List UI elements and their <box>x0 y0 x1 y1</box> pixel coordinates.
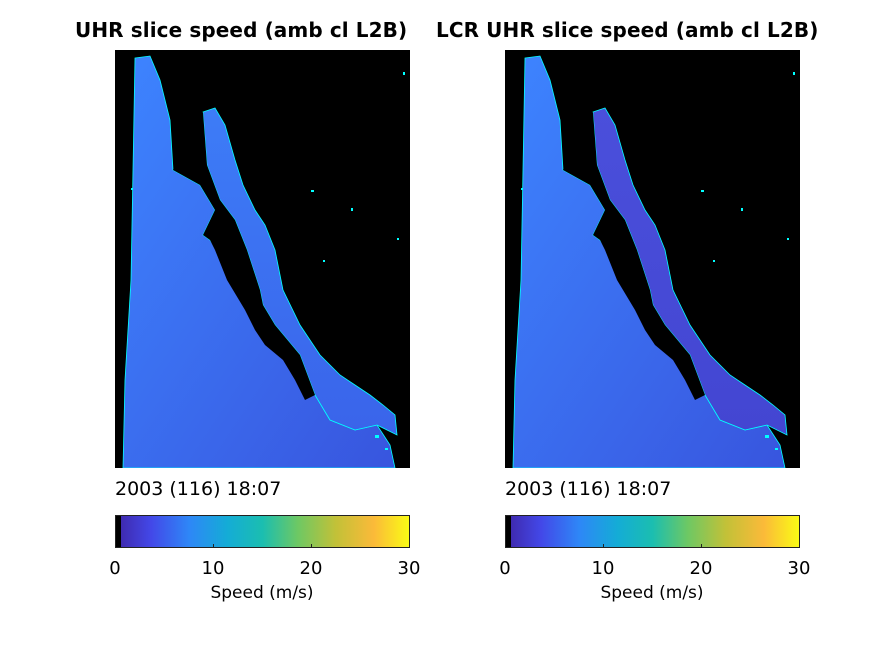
panel-right-timestamp: 2003 (116) 18:07 <box>505 478 672 500</box>
baja-peninsula-land <box>173 112 315 400</box>
colorbar-left-tick-30: 30 <box>397 558 421 579</box>
colorbar-left-gradient <box>116 516 409 547</box>
panel-left-title: UHR slice speed (amb cl L2B) <box>75 18 408 42</box>
panel-right-colorbar <box>505 515 800 548</box>
speed-map-left <box>122 55 405 468</box>
panel-right-title: LCR UHR slice speed (amb cl L2B) <box>436 18 819 42</box>
gulf-speed-field <box>202 107 398 436</box>
baja-peninsula-land <box>563 112 705 400</box>
colorbar-right-tick-30: 30 <box>787 558 811 579</box>
colorbar-right-label: Speed (m/s) <box>600 583 704 603</box>
colorbar-right-tick-20: 20 <box>689 558 713 579</box>
colorbar-left-tick-20: 20 <box>299 558 323 579</box>
panel-left-timestamp: 2003 (116) 18:07 <box>115 478 282 500</box>
speed-map-right <box>512 55 795 468</box>
panel-left-speed-map <box>115 50 410 468</box>
colorbar-right-tick-0: 0 <box>499 558 511 579</box>
panel-right-speed-map <box>505 50 800 468</box>
colorbar-left-tick-10: 10 <box>201 558 225 579</box>
colorbar-right-tick-10: 10 <box>591 558 615 579</box>
colorbar-left-label: Speed (m/s) <box>210 583 314 603</box>
colorbar-left-tick-0: 0 <box>109 558 121 579</box>
panel-left-colorbar <box>115 515 410 548</box>
colorbar-right-gradient <box>506 516 799 547</box>
